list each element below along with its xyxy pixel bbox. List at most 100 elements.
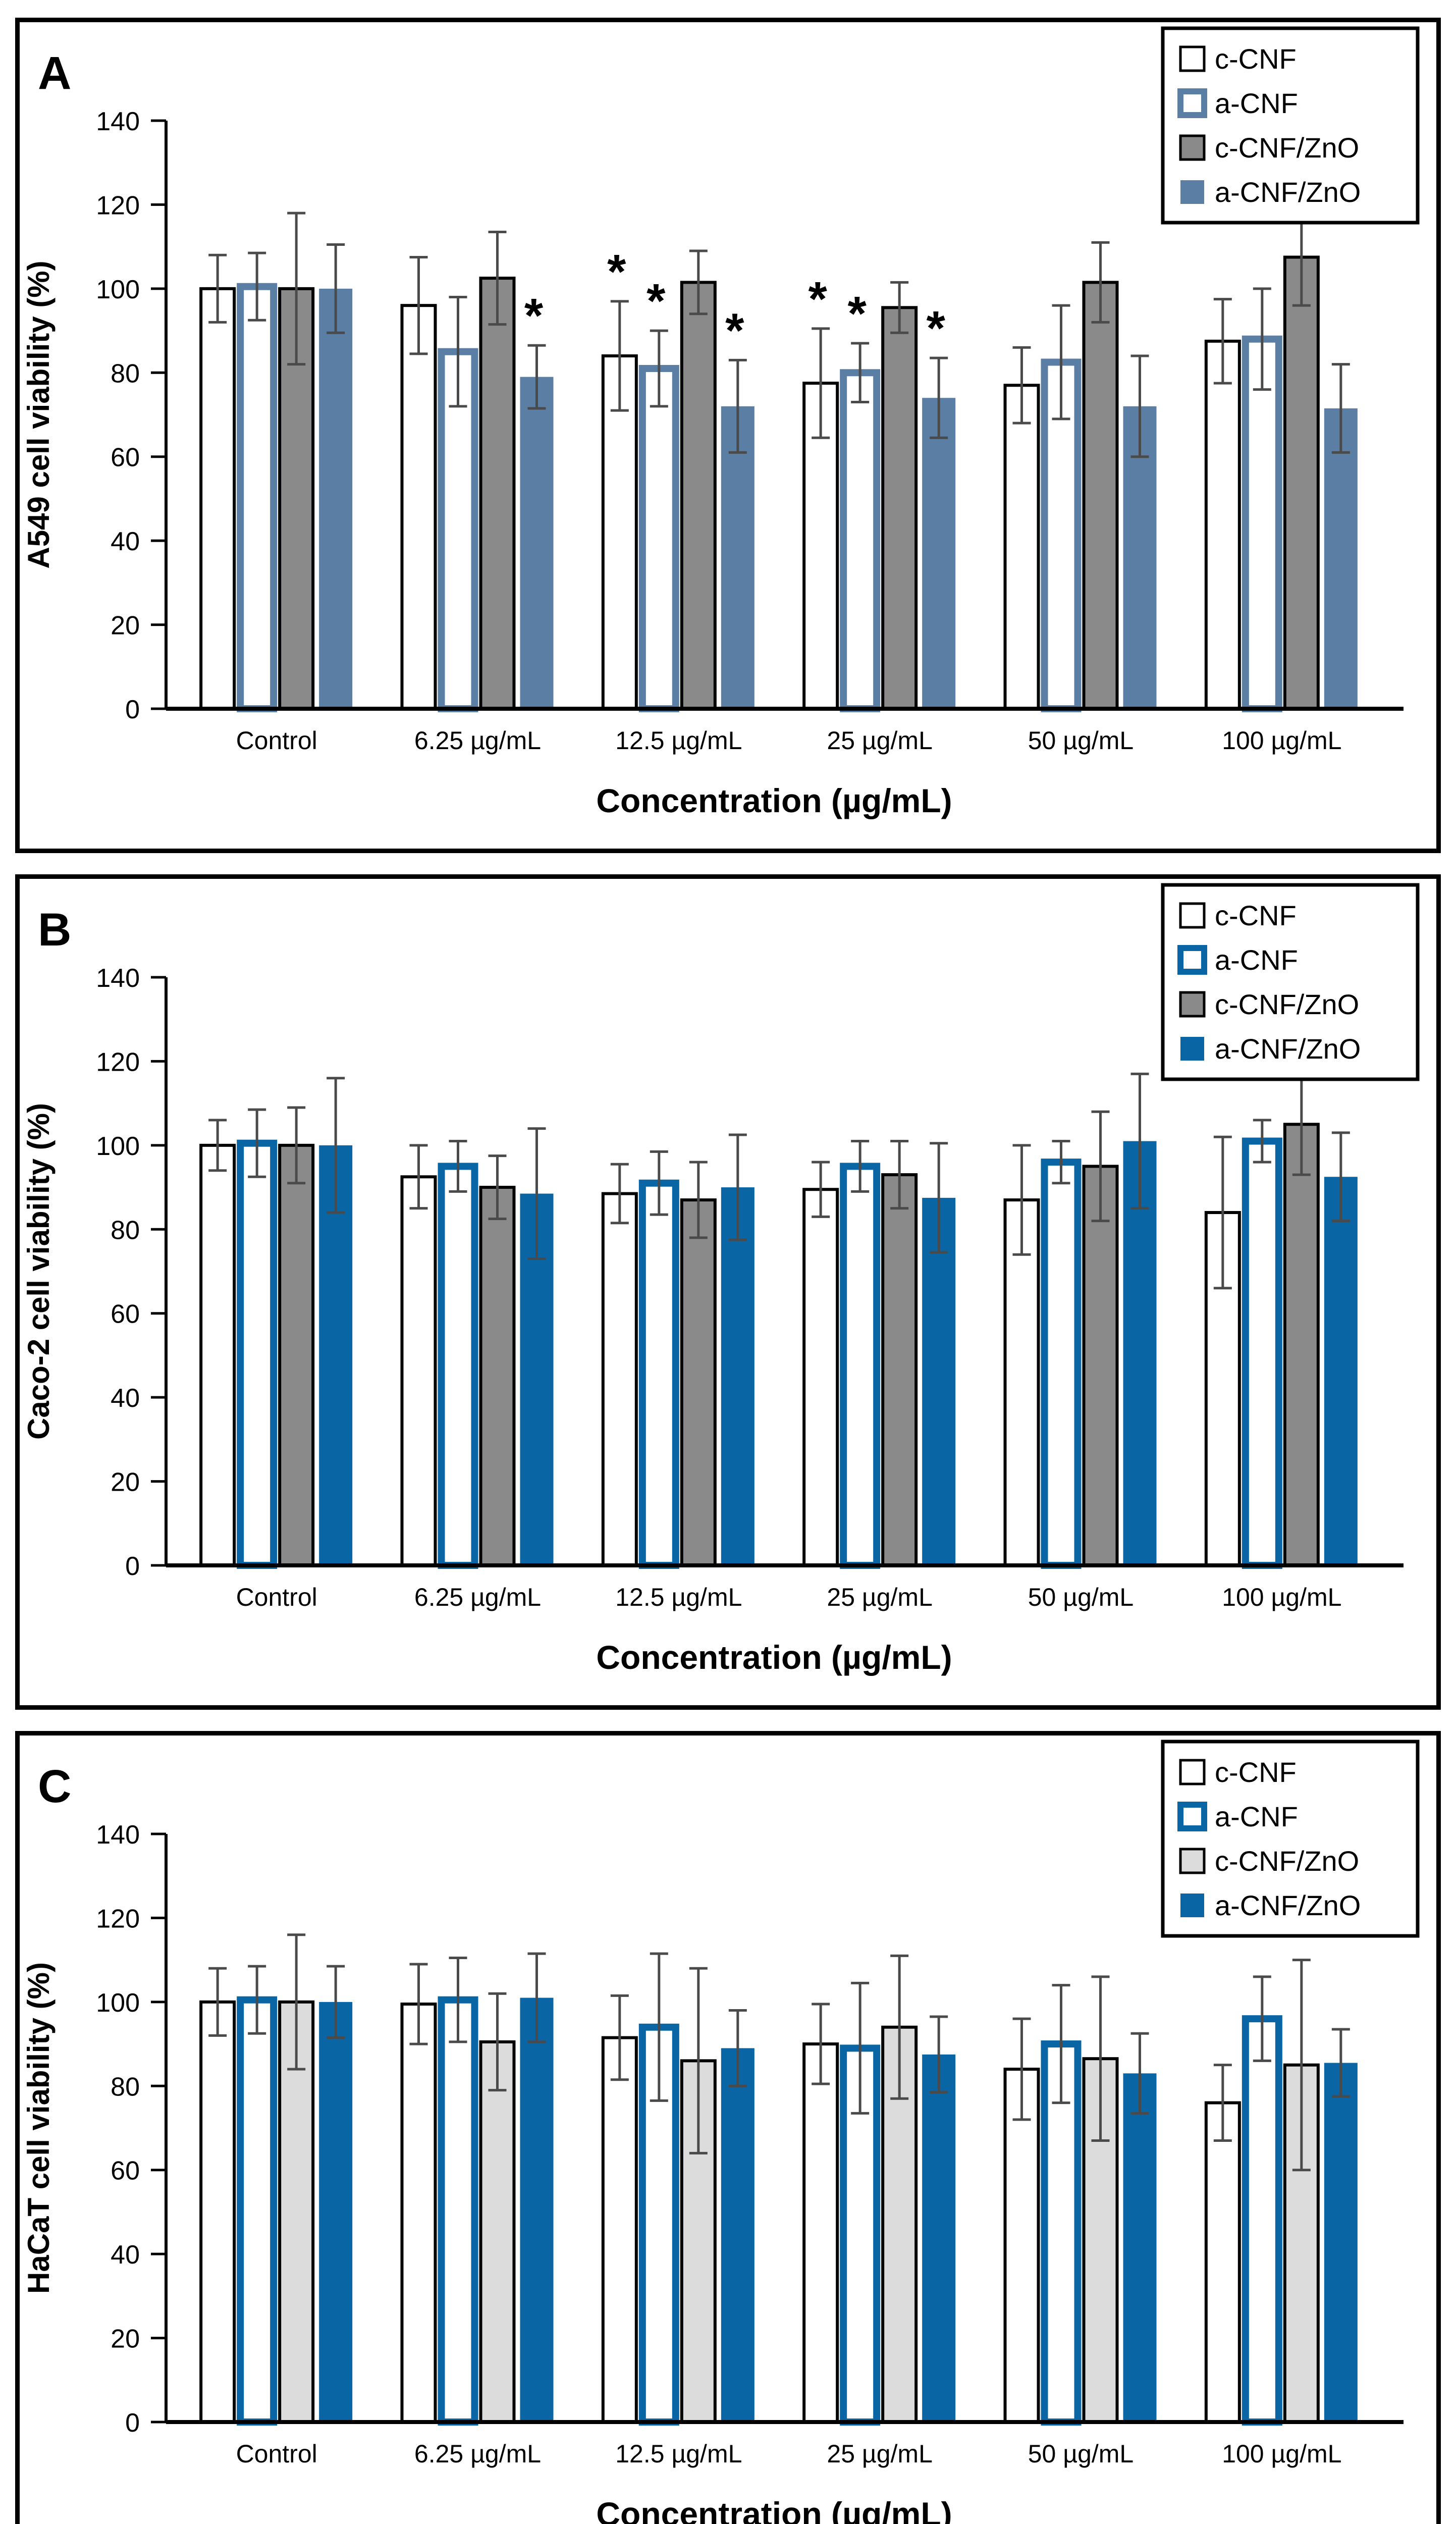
x-category-label-control: Control (236, 2440, 317, 2468)
y-axis-title: A549 cell viability (%) (22, 260, 56, 568)
bar-c-cnf-zno-12-5-ug-ml (680, 281, 717, 710)
y-tick-label: 100 (96, 1132, 140, 1161)
panel-c: C HaCaT cell viability (%) 0 20 40 60 80 100 120… (15, 1731, 1441, 2524)
x-category-label-25-ug-ml: 25 µg/mL (827, 726, 932, 755)
y-tick-label: 120 (96, 191, 140, 220)
x-axis-title: Concentration (µg/mL) (596, 2495, 952, 2524)
legend-swatch-c-cnf-zno (1179, 991, 1206, 1018)
bar-a-cnf-zno-25-ug-ml (922, 398, 956, 709)
legend-label-a-cnf-zno: a-CNF/ZnO (1215, 1889, 1361, 1921)
bar-a-cnf-25-ug-ml (840, 1163, 881, 1569)
significance-asterisk-a-cnf-zno-12-5-ug-ml: * (725, 303, 744, 357)
x-category-label-25-ug-ml: 25 µg/mL (827, 1583, 932, 1611)
x-axis-title: Concentration (µg/mL) (596, 1639, 952, 1676)
x-category-label-50-ug-ml: 50 µg/mL (1028, 726, 1134, 755)
y-tick-label: 0 (125, 695, 140, 724)
bar-a-cnf-zno-12-5-ug-ml (721, 406, 754, 709)
y-tick-label: 60 (111, 1300, 140, 1329)
legend-swatch-a-cnf (1177, 88, 1207, 118)
y-tick-label: 140 (96, 107, 140, 136)
bar-c-cnf-zno-100-ug-ml (1283, 1123, 1320, 1567)
bar-a-cnf-zno-100-ug-ml (1324, 1177, 1358, 1565)
bar-c-cnf-6-25-ug-ml (400, 304, 437, 710)
bar-a-cnf-100-ug-ml (1242, 2015, 1282, 2426)
legend-label-a-cnf-zno: a-CNF/ZnO (1215, 176, 1361, 208)
legend-label-c-cnf: c-CNF (1215, 900, 1297, 931)
y-tick-label: 60 (111, 2157, 140, 2186)
y-tick-label: 0 (125, 1552, 140, 1581)
legend-label-c-cnf-zno: c-CNF/ZnO (1215, 988, 1359, 1020)
bar-c-cnf-50-ug-ml (1003, 384, 1040, 710)
legend-swatch-c-cnf-zno (1179, 1848, 1206, 1874)
chart-panel-a: A A549 cell viability (%) 0 20 40 60 80 100 120 1… (22, 26, 1420, 819)
legend-label-c-cnf-zno: c-CNF/ZnO (1215, 132, 1359, 164)
legend-swatch-a-cnf-zno (1180, 1037, 1204, 1061)
bar-c-cnf-12-5-ug-ml (601, 1192, 638, 1567)
x-category-label-control: Control (236, 1583, 317, 1611)
bar-c-cnf-zno-25-ug-ml (881, 1173, 918, 1567)
y-tick-label: 40 (111, 2240, 140, 2270)
significance-asterisk-c-cnf-25-ug-ml: * (808, 272, 827, 326)
y-tick-label: 80 (111, 2072, 140, 2101)
legend-swatch-c-cnf (1179, 45, 1206, 72)
legend-label-a-cnf: a-CNF (1215, 944, 1298, 976)
x-category-label-12-5-ug-ml: 12.5 µg/mL (615, 1583, 742, 1611)
x-axis-title: Concentration (µg/mL) (596, 782, 952, 819)
panel-letter: C (38, 1761, 71, 1812)
bar-a-cnf-zno-100-ug-ml (1324, 2063, 1358, 2422)
panel-a: A A549 cell viability (%) 0 20 40 60 80 100 120 1… (15, 18, 1441, 853)
bar-a-cnf-zno-50-ug-ml (1123, 1141, 1157, 1565)
y-tick-label: 140 (96, 964, 140, 993)
y-tick-label: 40 (111, 1384, 140, 1413)
y-tick-label: 100 (96, 275, 140, 304)
legend-swatch-a-cnf (1177, 1802, 1207, 1831)
bar-a-cnf-zno-100-ug-ml (1324, 408, 1358, 709)
y-tick-label: 80 (111, 359, 140, 388)
legend-swatch-c-cnf-zno (1179, 134, 1206, 161)
x-category-label-100-ug-ml: 100 µg/mL (1222, 726, 1341, 755)
bar-a-cnf-100-ug-ml (1242, 1137, 1282, 1569)
x-category-label-control: Control (236, 726, 317, 755)
x-category-label-6-25-ug-ml: 6.25 µg/mL (414, 1583, 541, 1611)
bar-a-cnf-control (237, 1996, 278, 2426)
legend-label-a-cnf: a-CNF (1215, 1801, 1298, 1832)
x-category-label-100-ug-ml: 100 µg/mL (1222, 1583, 1341, 1611)
bar-c-cnf-zno-control (278, 1143, 315, 1567)
legend-swatch-c-cnf (1179, 902, 1206, 929)
bar-c-cnf-6-25-ug-ml (400, 1175, 437, 1567)
bar-a-cnf-6-25-ug-ml (438, 1163, 478, 1569)
bar-c-cnf-zno-control (278, 2000, 315, 2424)
y-tick-label: 40 (111, 527, 140, 556)
significance-asterisk-c-cnf-12-5-ug-ml: * (607, 245, 626, 299)
bar-a-cnf-zno-12-5-ug-ml (721, 1187, 754, 1565)
chart-panel-b: B Caco-2 cell viability (%) 0 20 40 60 80 100 12… (22, 883, 1420, 1676)
bar-c-cnf-25-ug-ml (802, 2042, 839, 2424)
bar-a-cnf-12-5-ug-ml (638, 364, 679, 712)
bar-c-cnf-100-ug-ml (1204, 2101, 1241, 2424)
significance-asterisk-a-cnf-zno-6-25-ug-ml: * (524, 289, 544, 343)
bar-a-cnf-12-5-ug-ml (638, 1179, 679, 1569)
bar-a-cnf-zno-control (319, 1145, 353, 1565)
legend-swatch-a-cnf-zno (1180, 180, 1204, 204)
bar-c-cnf-zno-6-25-ug-ml (479, 2040, 516, 2424)
bar-c-cnf-25-ug-ml (802, 1188, 839, 1567)
y-tick-label: 60 (111, 443, 140, 472)
x-category-label-50-ug-ml: 50 µg/mL (1028, 1583, 1134, 1611)
panel-letter: B (38, 904, 71, 956)
chart-panel-c: C HaCaT cell viability (%) 0 20 40 60 80 100 120… (22, 1740, 1420, 2524)
legend-label-c-cnf-zno: c-CNF/ZnO (1215, 1845, 1359, 1877)
y-tick-label: 20 (111, 2325, 140, 2354)
bar-a-cnf-zno-25-ug-ml (922, 1197, 956, 1565)
legend-swatch-a-cnf (1177, 945, 1207, 975)
bar-a-cnf-zno-6-25-ug-ml (520, 1997, 554, 2422)
x-category-label-6-25-ug-ml: 6.25 µg/mL (414, 2440, 541, 2468)
bar-a-cnf-control (237, 283, 278, 712)
bar-c-cnf-zno-12-5-ug-ml (680, 1198, 717, 1567)
legend-swatch-c-cnf (1179, 1759, 1206, 1785)
legend-label-c-cnf: c-CNF (1215, 43, 1297, 75)
bar-a-cnf-50-ug-ml (1041, 1159, 1082, 1569)
significance-asterisk-a-cnf-zno-25-ug-ml: * (926, 301, 945, 355)
y-tick-label: 120 (96, 1904, 140, 1933)
y-tick-label: 20 (111, 611, 140, 641)
